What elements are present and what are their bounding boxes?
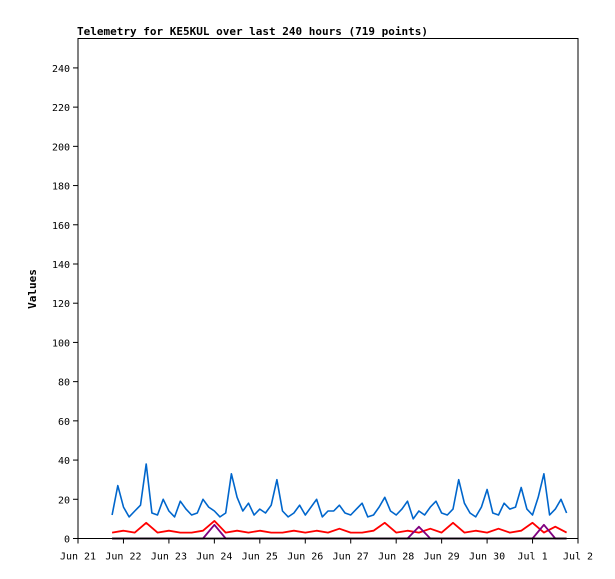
y-axis-ticks: 0 20 40 60 80 100 120 140 160 180 200 220 240	[52, 64, 78, 546]
series-line-3	[112, 523, 567, 540]
y-tick-label: 220	[52, 103, 70, 114]
y-tick-label: 40	[58, 456, 70, 467]
y-tick-label: 120	[52, 299, 70, 310]
y-tick-label: 140	[52, 260, 70, 271]
y-tick-label: 80	[58, 378, 70, 389]
y-tick-label: 60	[58, 417, 70, 428]
y-tick-label: 0	[64, 535, 70, 546]
plot-frame	[77, 38, 579, 539]
x-tick-label: Jun 28	[378, 552, 414, 563]
x-tick-label: Jun 24	[196, 552, 232, 563]
chart-title: Telemetry for KE5KUL over last 240 hours…	[77, 25, 428, 38]
y-tick-label: 240	[52, 64, 70, 75]
series-group	[111, 463, 568, 540]
y-tick-label: 100	[52, 338, 70, 349]
y-tick-label: 160	[52, 221, 70, 232]
x-axis-ticks: Jun 21 Jun 22 Jun 23 Jun 24 Jun 25 Jun 26 Jun …	[60, 538, 593, 563]
x-tick-label: Jun 30	[469, 552, 505, 563]
series-line-2	[111, 520, 568, 534]
y-tick-label: 20	[58, 495, 70, 506]
y-tick-label: 180	[52, 182, 70, 193]
x-tick-label: Jun 22	[105, 552, 141, 563]
x-tick-label: Jul 2	[563, 552, 593, 563]
x-tick-label: Jul 1	[517, 552, 547, 563]
x-tick-label: Jun 26	[287, 552, 323, 563]
series-line-1	[111, 463, 568, 520]
y-tick-label: 200	[52, 142, 70, 153]
x-tick-label: Jun 29	[424, 552, 460, 563]
x-tick-label: Jun 21	[60, 552, 96, 563]
y-axis-label: Values	[26, 269, 39, 309]
x-tick-label: Jun 25	[242, 552, 278, 563]
x-tick-label: Jun 23	[151, 552, 187, 563]
x-tick-label: Jun 27	[333, 552, 369, 563]
